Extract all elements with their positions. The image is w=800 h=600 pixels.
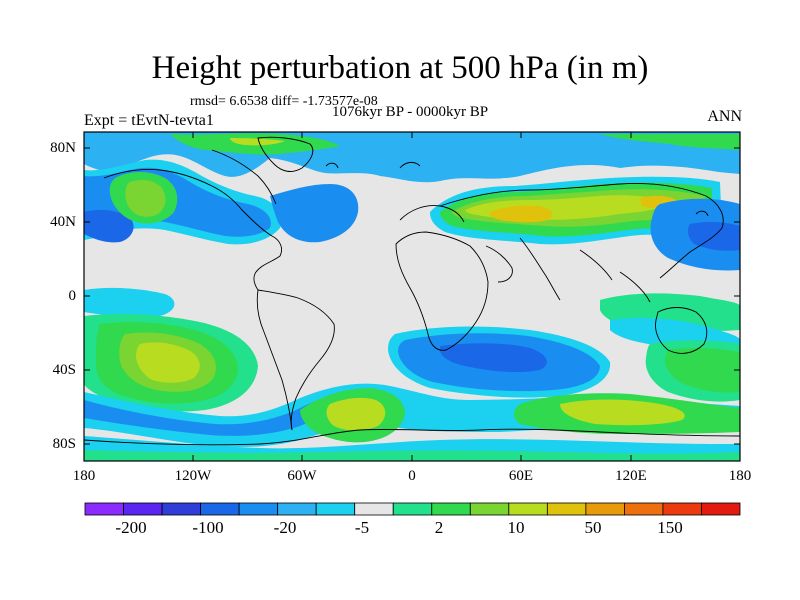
colorbar-swatch — [546, 502, 587, 516]
experiment-label: Expt = tEvtN-tevta1 — [84, 112, 214, 129]
contour-greenland-yellow — [230, 138, 285, 146]
lat-label-40s: 40S — [52, 362, 76, 378]
stats-line: rmsd= 6.6538 diff= -1.73577e-08 — [190, 94, 378, 109]
colorbar-swatch — [161, 502, 201, 516]
contour-antarctic-east-yellow — [560, 399, 685, 426]
lat-label-0: 0 — [68, 288, 77, 304]
contour-south-pacific-yellow — [136, 342, 200, 383]
colorbar-label: 2 — [434, 518, 444, 537]
colorbar-label: -100 — [192, 518, 224, 537]
contour-tropic-cyan — [84, 287, 175, 317]
colorbar-swatch — [354, 502, 394, 516]
colorbar-swatch — [585, 502, 625, 516]
lon-label-120w: 120W — [174, 468, 212, 484]
contour-arctic-green-east — [600, 134, 740, 150]
lat-label-40n: 40N — [50, 214, 76, 230]
contour-namerica-deepblue — [84, 209, 134, 243]
lon-label-60e: 60E — [508, 468, 534, 484]
colorbar-swatch — [662, 502, 702, 516]
colorbar-swatch — [469, 502, 510, 516]
colorbar-swatch — [431, 502, 471, 516]
colorbar-label: -200 — [115, 518, 147, 537]
axis-ticks — [83, 132, 741, 461]
colorbar-swatch — [277, 502, 317, 516]
lon-label-60w: 60W — [287, 468, 317, 484]
lon-label-0: 0 — [408, 468, 416, 484]
colorbar-swatch — [238, 502, 279, 516]
colorbar-swatch — [701, 502, 741, 516]
map-title: Height perturbation at 500 hPa (in m) — [151, 50, 649, 86]
colorbar-swatch — [200, 502, 240, 516]
colorbar-label: -5 — [354, 518, 370, 537]
contour-south-indian-green2 — [664, 347, 740, 393]
colorbar-swatch — [508, 502, 548, 516]
lon-label-120e: 120E — [615, 468, 647, 484]
colorbar-label: -20 — [273, 518, 297, 537]
colorbar-label: 10 — [507, 518, 525, 537]
colorbar-swatch — [392, 502, 433, 516]
coastlines — [84, 136, 740, 446]
contour-antarctic-yellow — [326, 397, 386, 431]
contour-eurasia-orange — [489, 205, 553, 223]
colorbar-swatch — [315, 502, 356, 516]
contour-atlantic-blue — [270, 184, 359, 243]
contour-field — [84, 132, 740, 461]
colorbar — [84, 502, 741, 516]
colorbar-label: 50 — [584, 518, 602, 537]
lon-label-180e: 180 — [728, 468, 752, 484]
colorbar-swatch — [123, 502, 163, 516]
season-label: ANN — [707, 108, 742, 125]
lon-label-180w: 180 — [72, 468, 96, 484]
colorbar-swatch — [624, 502, 664, 516]
period-label: 1076kyr BP - 0000kyr BP — [331, 104, 489, 120]
contour-namerica-lightgreen — [125, 180, 166, 217]
colorbar-swatch — [84, 502, 124, 516]
colorbar-label: 150 — [657, 518, 683, 537]
contour-south-atlantic-deep — [439, 343, 547, 373]
lat-label-80n: 80N — [50, 140, 76, 156]
lat-label-80s: 80S — [52, 436, 76, 452]
